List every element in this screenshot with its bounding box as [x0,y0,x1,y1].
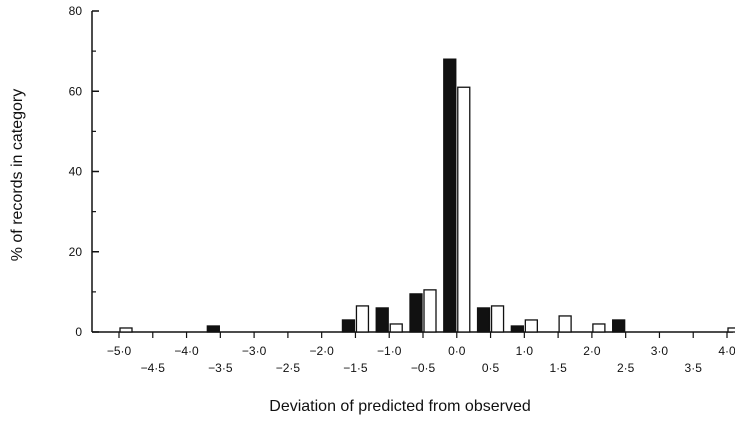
x-tick-label: 2·5 [617,361,635,375]
bar-filled [612,319,626,333]
x-tick-label: 3·5 [685,361,703,375]
x-tick-label: −1·5 [343,361,368,375]
bar-open [727,327,735,333]
bar-open [119,327,133,333]
bar-open [457,86,471,333]
x-axis: −5·0 −4·0 −3·0 −2·0 −1·0 0·0 1·0 2·0 3·0 4·0 −4·5 −… [92,331,735,375]
bar-open [592,323,606,333]
x-tick-label: −4·5 [141,361,166,375]
bar-open [389,323,403,333]
bar-open [423,289,437,333]
y-tick-label: 60 [69,84,83,98]
bar-open [524,319,538,333]
x-tick-label: −4·0 [174,344,199,358]
x-axis-label: Deviation of predicted from observed [269,398,530,415]
bar-filled [510,325,524,333]
y-tick-label: 80 [69,4,83,18]
x-tick-label: 4·0 [718,344,735,358]
x-tick-label: 1·0 [516,344,534,358]
bar-open [558,315,572,333]
bars [119,58,735,333]
x-tick-label: −5·0 [107,344,132,358]
bar-open [355,305,370,333]
bar-filled [409,293,423,333]
bar-filled [206,325,220,333]
x-tick-label: −2·5 [276,361,301,375]
x-tick-label: −2·0 [309,344,334,358]
y-tick-label: 40 [69,165,83,179]
x-tick-label: −3·5 [208,361,233,375]
x-tick-label: 0·5 [482,361,500,375]
bar-open [490,305,505,333]
x-tick-label: 1·5 [549,361,567,375]
y-tick-label: 0 [75,325,82,339]
x-tick-label: 2·0 [583,344,601,358]
bar-filled [476,307,491,333]
x-tick-label: −0·5 [411,361,436,375]
bar-filled [443,58,457,333]
y-axis: 0 20 40 60 80 [69,4,99,339]
x-tick-label: −1·0 [377,344,402,358]
bar-filled [341,319,356,333]
y-tick-label: 20 [69,245,83,259]
y-axis-label: % of records in category [9,89,26,262]
x-tick-label: 3·0 [651,344,669,358]
bar-filled [375,307,389,333]
x-tick-label: −3·0 [242,344,267,358]
x-tick-label: 0·0 [448,344,466,358]
